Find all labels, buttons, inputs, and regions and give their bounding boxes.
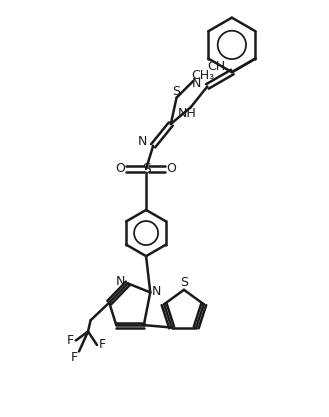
Text: O: O (115, 162, 125, 176)
Text: N: N (152, 284, 161, 298)
Text: N: N (116, 275, 125, 288)
Text: O: O (166, 162, 176, 176)
Text: N: N (138, 136, 147, 148)
Text: F: F (71, 351, 78, 364)
Text: S: S (180, 276, 188, 289)
Text: N: N (192, 78, 202, 90)
Text: F: F (66, 334, 74, 347)
Text: F: F (99, 339, 106, 352)
Text: NH: NH (178, 107, 197, 120)
Text: S: S (142, 162, 150, 176)
Text: CH₃: CH₃ (191, 69, 215, 82)
Text: S: S (173, 85, 181, 98)
Text: CH: CH (207, 60, 225, 73)
